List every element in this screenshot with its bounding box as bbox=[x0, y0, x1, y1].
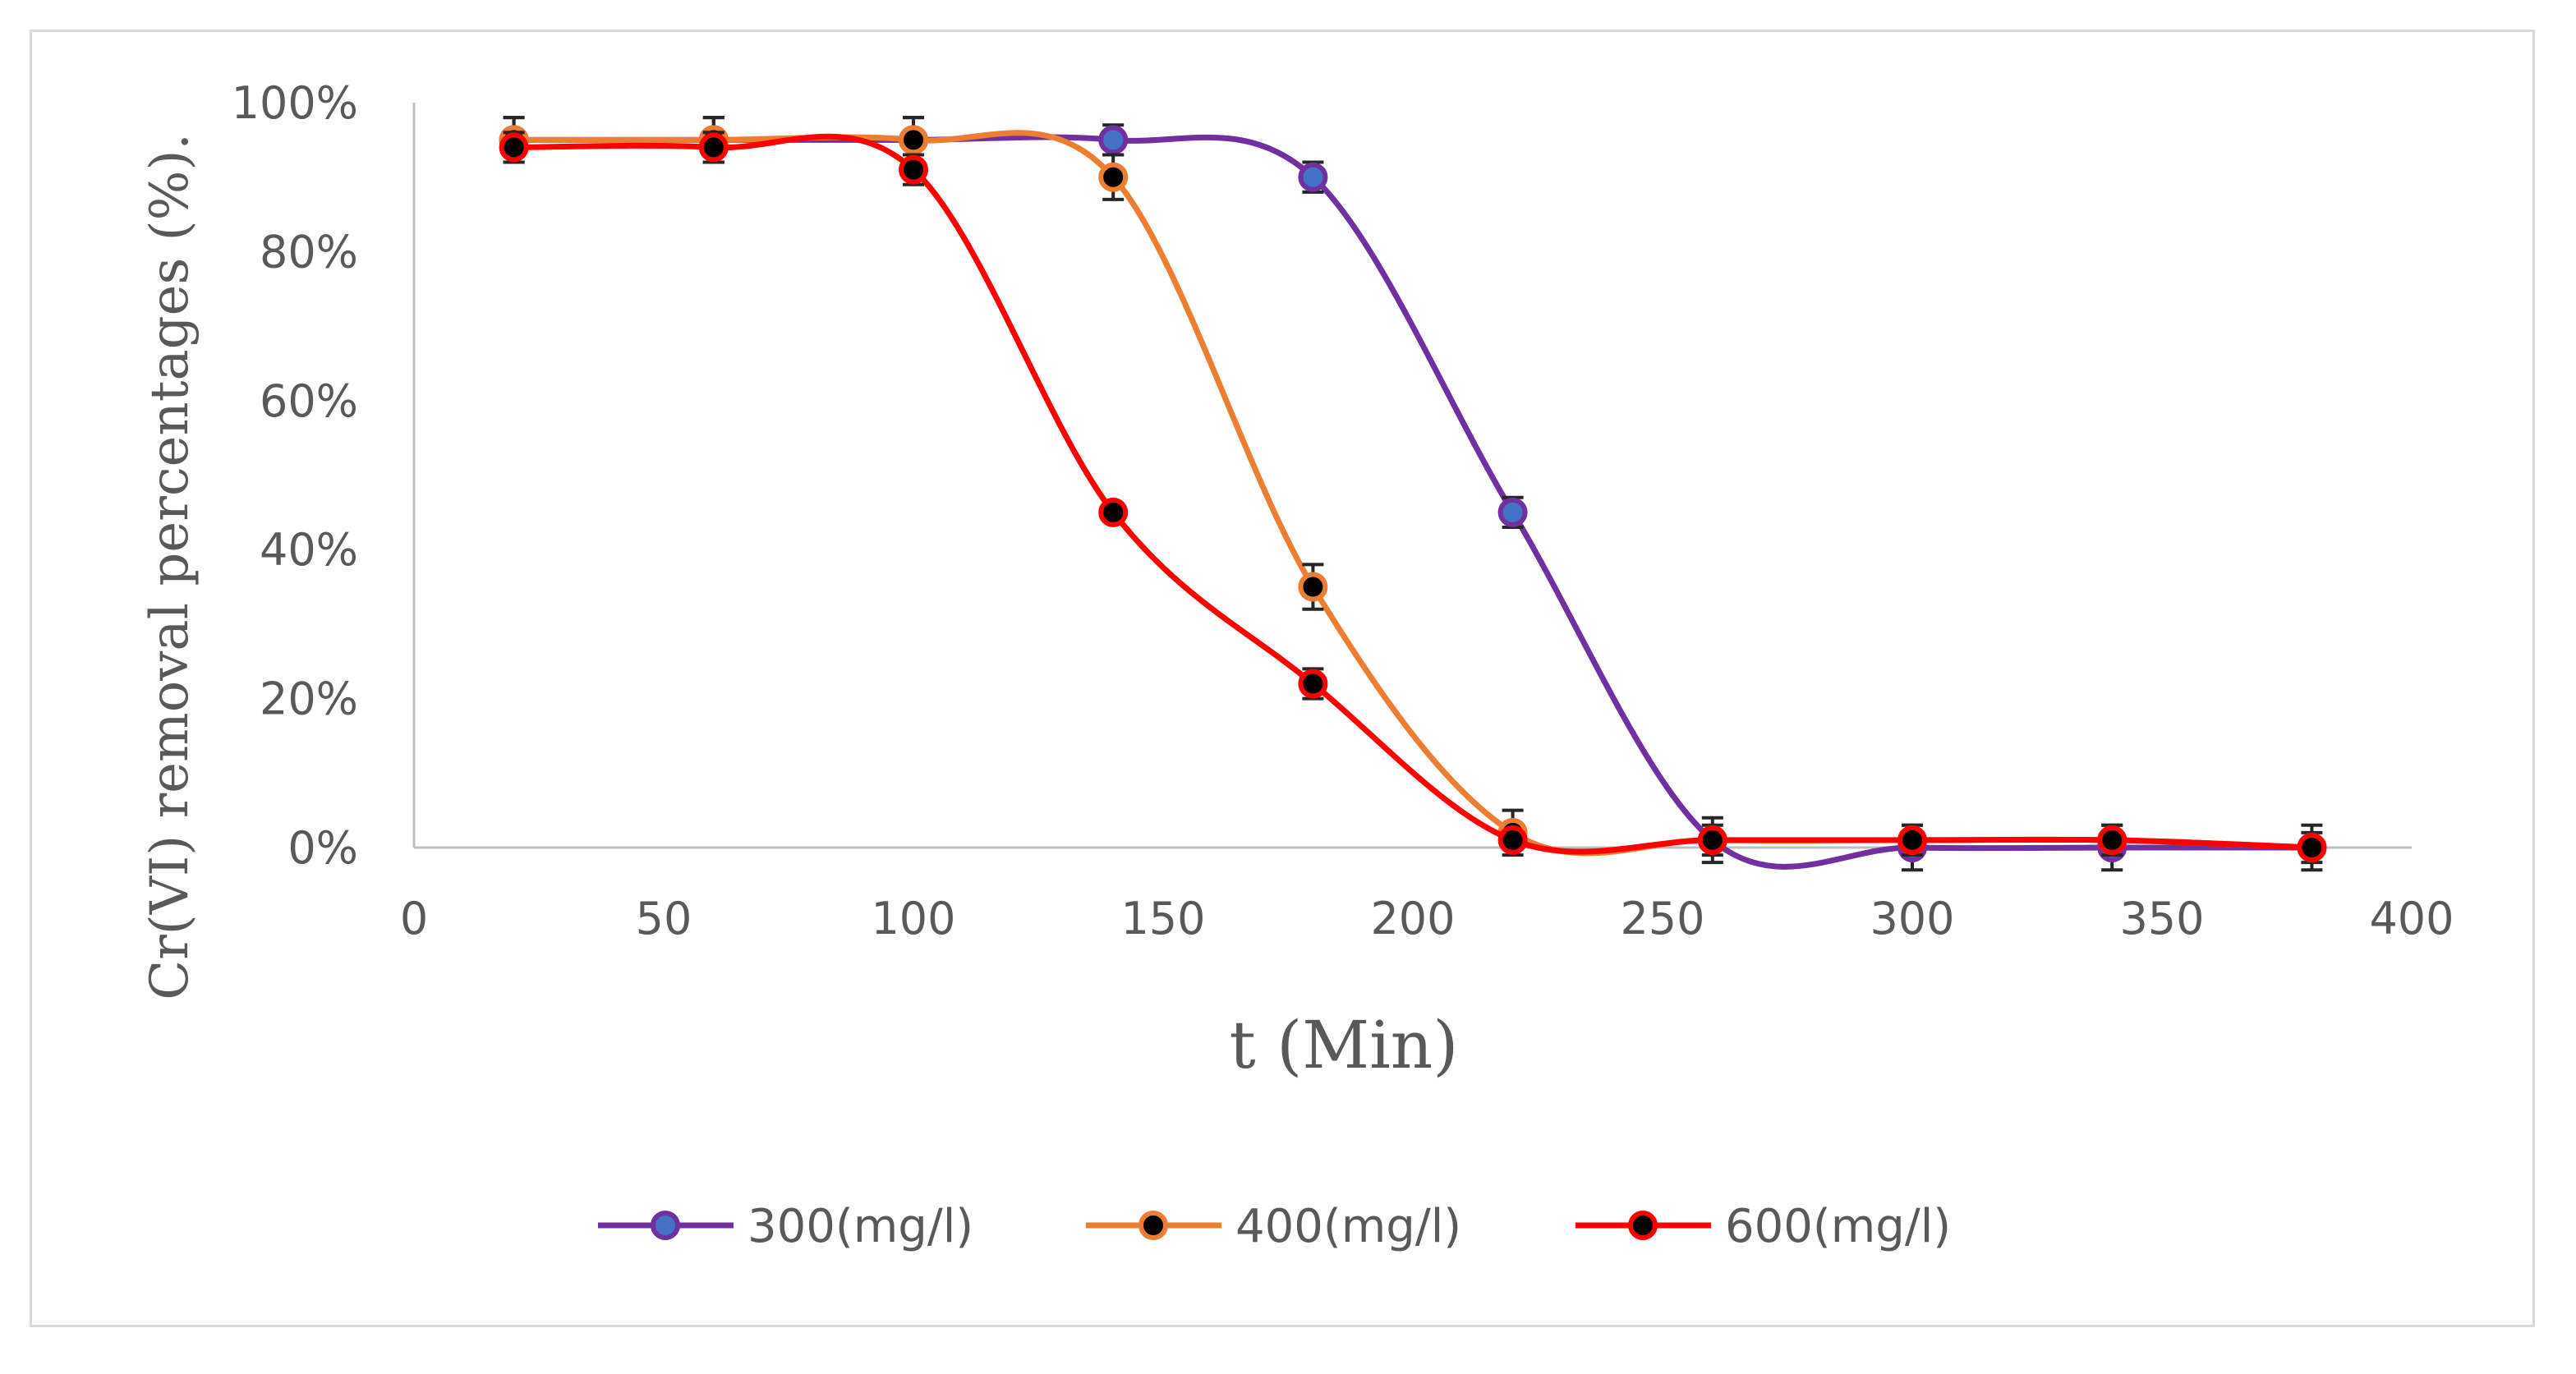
series-layer bbox=[499, 116, 2327, 872]
y-tick-label: 20% bbox=[260, 673, 358, 725]
series-line bbox=[513, 130, 2312, 857]
data-point bbox=[1098, 497, 1129, 527]
series-1 bbox=[499, 116, 2327, 872]
y-tick-label: 80% bbox=[260, 226, 358, 278]
legend-item-2: 400(mg/l) bbox=[1086, 1200, 1461, 1253]
data-point bbox=[1497, 825, 1528, 855]
y-tick-label: 40% bbox=[260, 524, 358, 576]
data-point bbox=[1298, 572, 1328, 602]
data-point bbox=[499, 132, 529, 163]
legend-label: 600(mg/l) bbox=[1725, 1200, 1951, 1253]
data-point bbox=[1098, 125, 1129, 155]
data-point bbox=[2097, 825, 2128, 855]
x-tick-label: 100 bbox=[871, 893, 955, 944]
data-point bbox=[1298, 162, 1328, 192]
chart-frame bbox=[30, 30, 2535, 1327]
series-2 bbox=[499, 116, 2327, 865]
data-point bbox=[899, 125, 928, 155]
data-point bbox=[899, 154, 928, 185]
data-point bbox=[1098, 162, 1129, 192]
data-point bbox=[1497, 497, 1528, 527]
data-point bbox=[1898, 825, 1927, 855]
series-line bbox=[513, 133, 2312, 855]
legend-label: 400(mg/l) bbox=[1235, 1200, 1461, 1253]
y-tick-label: 0% bbox=[288, 822, 358, 874]
y-tick-labels: 0% 20% 40% 60% 80% 100% bbox=[232, 77, 358, 874]
x-tick-labels: 0 50 100 150 200 250 300 350 400 bbox=[400, 893, 2454, 944]
data-point bbox=[2297, 833, 2327, 862]
data-point bbox=[698, 132, 729, 163]
legend-marker bbox=[1138, 1211, 1168, 1240]
series-line bbox=[513, 134, 2312, 870]
data-point bbox=[1697, 825, 1727, 855]
x-tick-label: 400 bbox=[2369, 893, 2454, 944]
legend: 300(mg/l) 400(mg/l) 600(mg/l) bbox=[598, 1200, 1951, 1253]
legend-item-3: 600(mg/l) bbox=[1576, 1200, 1951, 1253]
legend-marker bbox=[651, 1211, 680, 1240]
x-tick-label: 350 bbox=[2119, 893, 2204, 944]
x-axis-title: t (Min) bbox=[1229, 1007, 1458, 1083]
legend-item-1: 300(mg/l) bbox=[598, 1200, 973, 1253]
data-point bbox=[1298, 669, 1328, 699]
x-tick-label: 50 bbox=[636, 893, 692, 944]
x-tick-label: 200 bbox=[1370, 893, 1455, 944]
x-tick-label: 150 bbox=[1120, 893, 1205, 944]
legend-marker bbox=[1628, 1211, 1658, 1240]
x-tick-label: 0 bbox=[400, 893, 428, 944]
x-tick-label: 300 bbox=[1870, 893, 1954, 944]
series-3 bbox=[499, 131, 2327, 862]
legend-label: 300(mg/l) bbox=[748, 1200, 973, 1253]
y-tick-label: 60% bbox=[260, 375, 358, 427]
y-axis-title: Cr(VI) removal percentages (%). bbox=[140, 133, 200, 1000]
y-tick-label: 100% bbox=[232, 77, 358, 129]
x-tick-label: 250 bbox=[1620, 893, 1704, 944]
